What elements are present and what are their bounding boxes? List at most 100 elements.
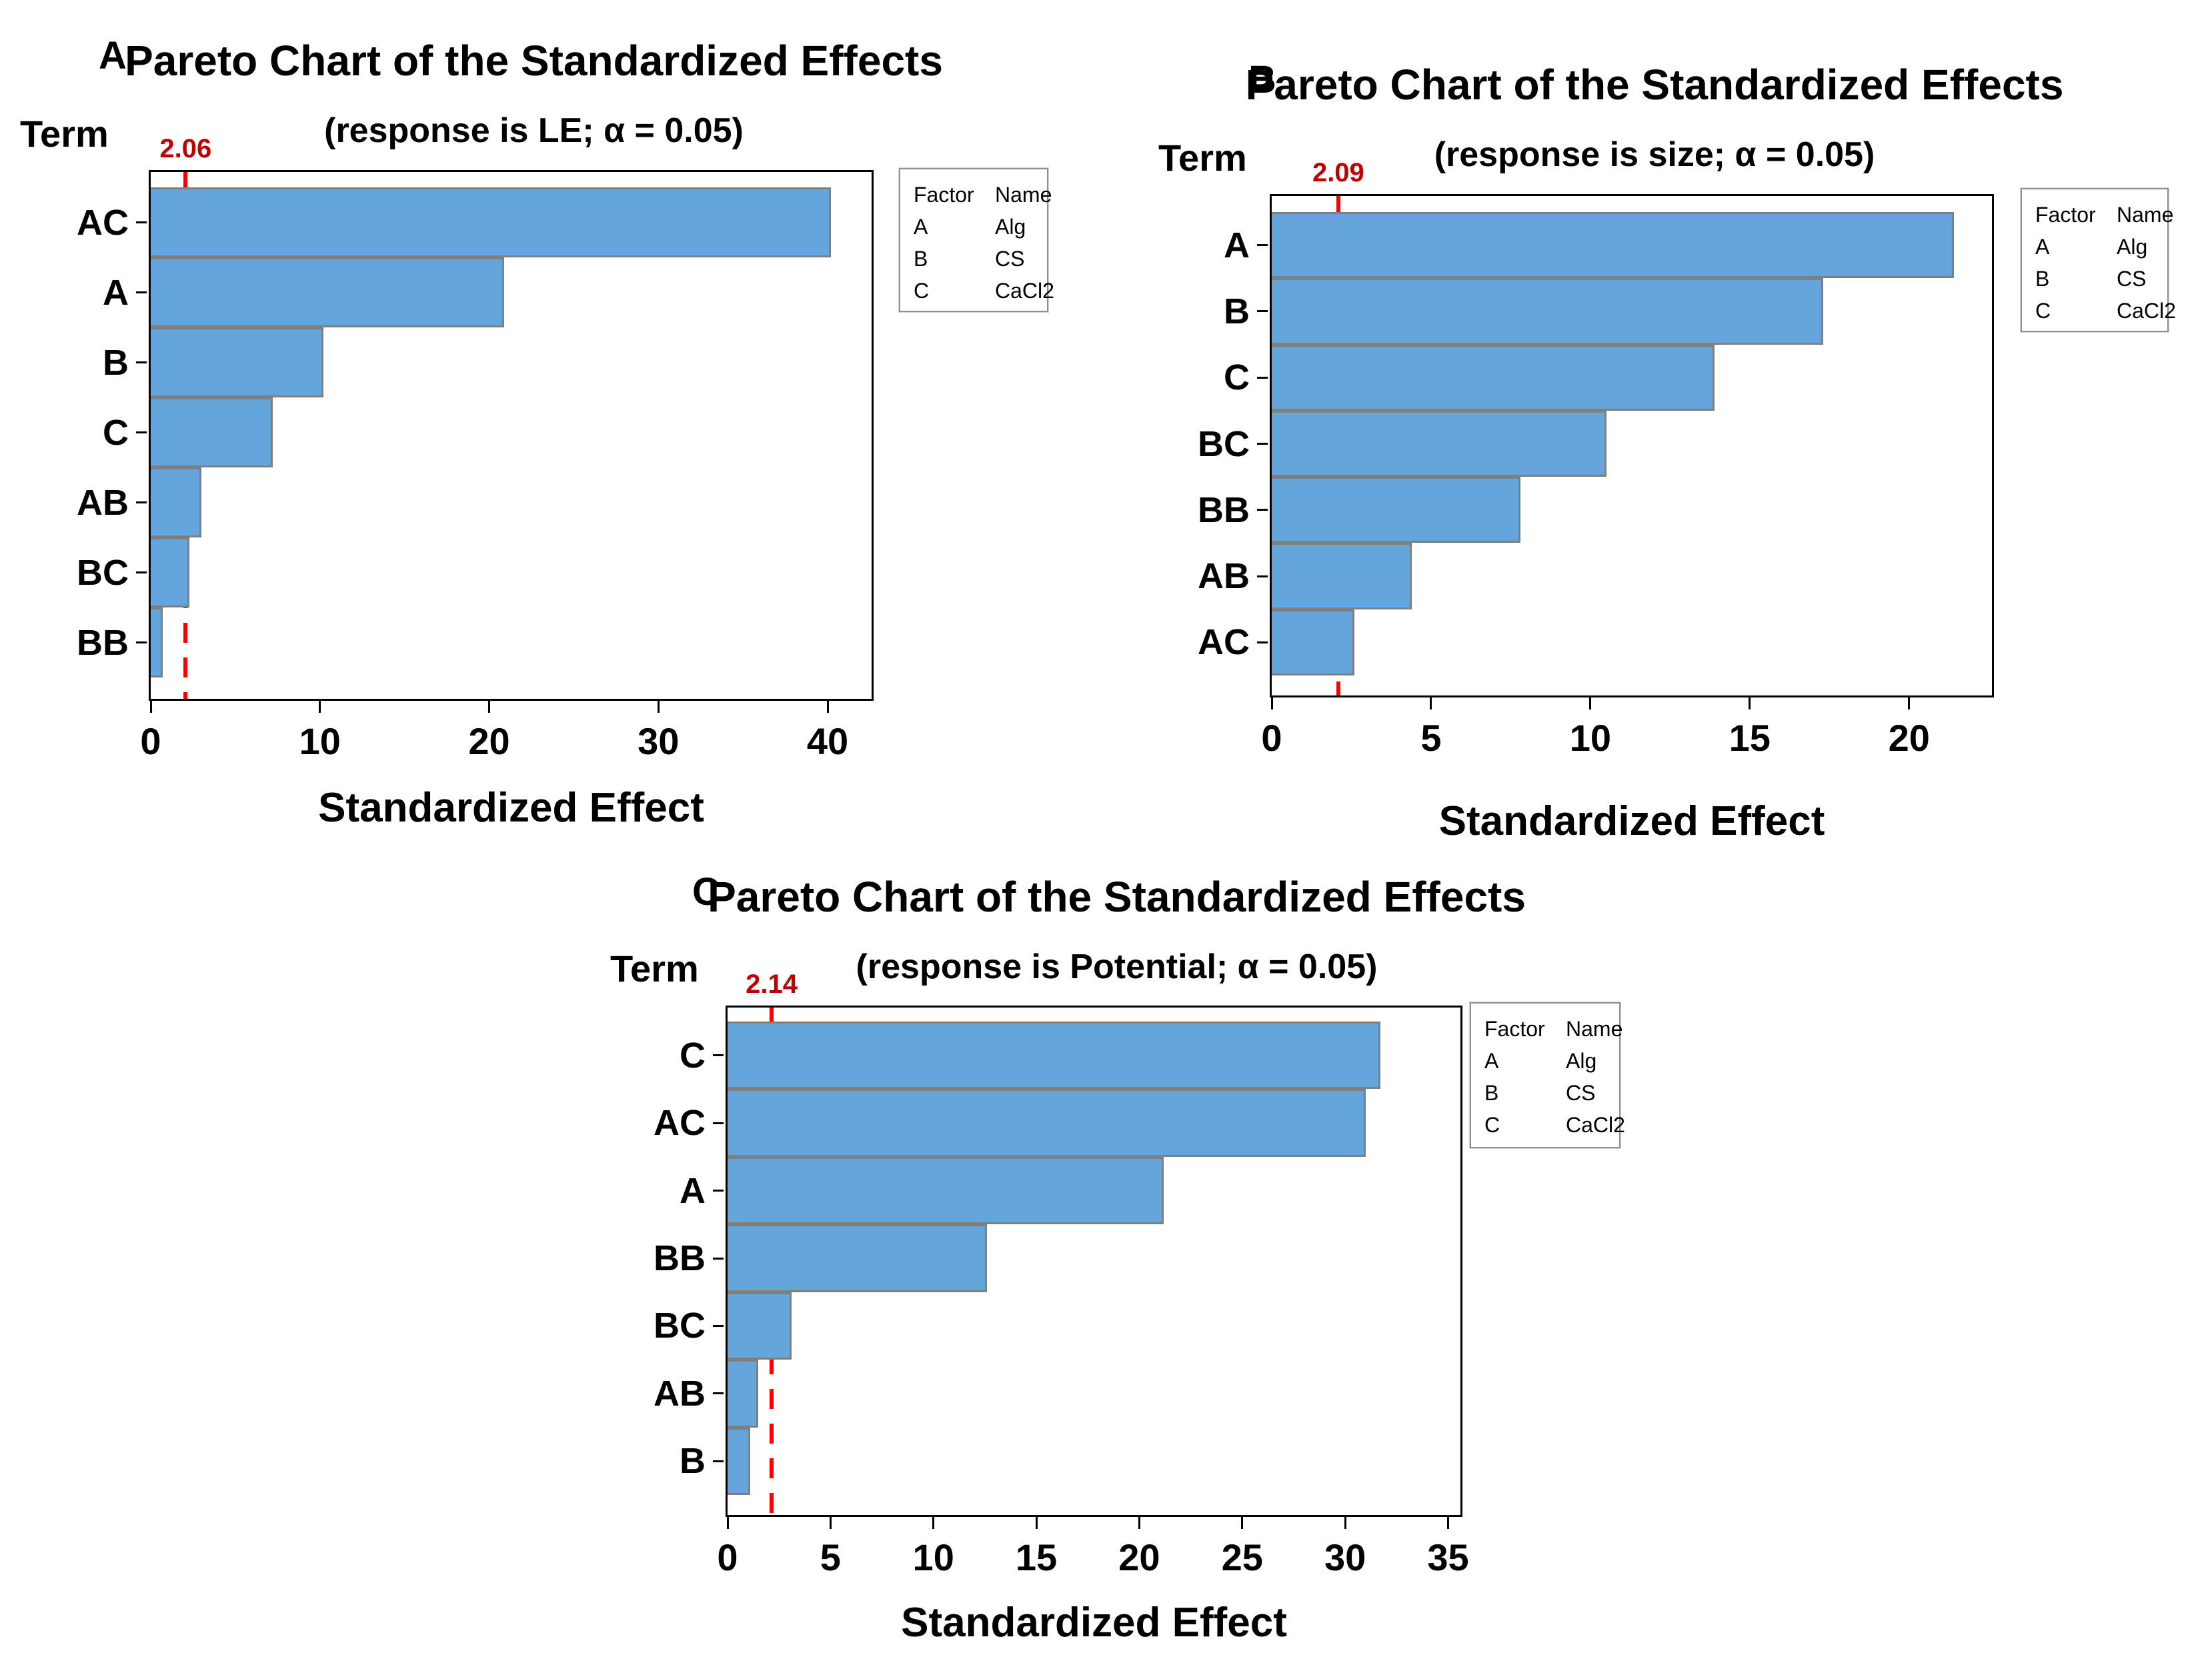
x-tick-20	[1908, 697, 1911, 709]
bar-AB	[728, 1360, 759, 1428]
x-tick-label-0: 0	[717, 1536, 738, 1578]
x-tick-15	[1749, 697, 1751, 709]
bar-BC	[728, 1292, 792, 1360]
bar-BC	[151, 537, 190, 607]
x-tick-30	[657, 701, 660, 713]
x-tick-10	[319, 701, 321, 713]
y-tick-AC	[136, 221, 147, 223]
bar-C	[151, 397, 273, 467]
x-tick-30	[1344, 1517, 1346, 1529]
legend-header-factor: Factor	[914, 183, 974, 207]
x-tick-5	[1430, 697, 1432, 709]
x-tick-label-0: 0	[1261, 717, 1282, 759]
y-tick-C	[1257, 376, 1268, 379]
legend-row-A-name: Alg	[995, 215, 1026, 239]
panel-label: C	[692, 870, 720, 914]
bar-AB	[151, 467, 202, 537]
x-tick-label-0: 0	[140, 720, 161, 762]
legend-header-name: Name	[995, 183, 1052, 207]
x-tick-label-25: 25	[1221, 1536, 1263, 1578]
plot-area	[1270, 194, 1994, 697]
bar-B	[728, 1427, 750, 1495]
y-tick-A	[1257, 244, 1268, 247]
x-tick-15	[1035, 1517, 1038, 1529]
y-tick-AC	[1257, 641, 1268, 643]
bar-B	[1272, 278, 1823, 345]
category-label-AB: AB	[77, 482, 129, 523]
chart-title: Pareto Chart of the Standardized Effects	[708, 873, 1526, 921]
x-tick-35	[1446, 1517, 1449, 1529]
y-tick-A	[713, 1190, 724, 1192]
bar-C	[1272, 344, 1715, 411]
y-tick-AC	[713, 1122, 724, 1124]
category-label-BB: BB	[77, 622, 129, 663]
x-tick-label-15: 15	[1729, 717, 1771, 759]
y-tick-BB	[136, 641, 147, 643]
legend-row-B-name: CS	[1566, 1081, 1596, 1105]
x-tick-0	[1270, 697, 1273, 709]
x-tick-0	[149, 701, 152, 713]
bar-BB	[1272, 477, 1520, 543]
category-label-A: A	[680, 1170, 706, 1211]
x-tick-5	[829, 1517, 832, 1529]
x-tick-20	[488, 701, 490, 713]
y-axis-label: Term	[610, 948, 699, 990]
legend-row-C-name: CaCl2	[2117, 299, 2176, 323]
legend-row-B-name: CS	[2117, 267, 2147, 291]
x-tick-label-5: 5	[1420, 717, 1442, 759]
y-tick-BC	[713, 1324, 724, 1327]
x-tick-label-20: 20	[1888, 717, 1930, 759]
y-tick-AB	[136, 501, 147, 503]
category-label-C: C	[680, 1035, 706, 1076]
category-label-BB: BB	[654, 1238, 706, 1278]
x-tick-label-20: 20	[1118, 1536, 1160, 1578]
y-tick-BB	[1257, 509, 1268, 511]
legend-row-C-factor: C	[1484, 1113, 1500, 1137]
y-tick-B	[136, 361, 147, 363]
legend-row-C-factor: C	[914, 279, 930, 303]
category-label-B: B	[1224, 291, 1250, 331]
category-label-B: B	[103, 342, 129, 383]
category-label-AB: AB	[1198, 556, 1250, 597]
panel-label: B	[1248, 58, 1276, 101]
legend-row-B-name: CS	[995, 247, 1025, 271]
legend-row-C-name: CaCl2	[1566, 1113, 1625, 1137]
category-label-BC: BC	[654, 1306, 706, 1346]
bar-A	[151, 257, 505, 327]
y-tick-AB	[1257, 575, 1268, 577]
reference-value-label: 2.14	[746, 970, 798, 999]
x-tick-25	[1241, 1517, 1244, 1529]
legend-row-C-factor: C	[2035, 299, 2051, 323]
x-tick-label-40: 40	[806, 720, 849, 762]
bar-AC	[151, 187, 832, 257]
legend-header-factor: Factor	[2035, 203, 2096, 227]
legend: Factor Name A Alg B CS C CaCl2	[2021, 188, 2176, 332]
x-tick-label-5: 5	[820, 1536, 841, 1578]
x-tick-label-10: 10	[299, 720, 341, 762]
x-tick-label-30: 30	[1324, 1536, 1366, 1578]
category-label-AC: AC	[1198, 622, 1250, 663]
x-tick-40	[826, 701, 829, 713]
legend-row-B-factor: B	[914, 247, 928, 271]
reference-value-label: 2.09	[1312, 158, 1364, 187]
x-axis-label: Standardized Effect	[901, 1600, 1287, 1646]
y-tick-C	[713, 1054, 724, 1057]
x-axis-label: Standardized Effect	[1438, 798, 1825, 844]
bar-BB	[151, 607, 163, 677]
chart-subtitle: (response is Potential; α = 0.05)	[856, 948, 1378, 986]
category-label-AC: AC	[654, 1103, 706, 1144]
category-label-AC: AC	[77, 202, 129, 243]
bar-BC	[1272, 410, 1606, 477]
x-tick-20	[1138, 1517, 1140, 1529]
x-tick-label-10: 10	[912, 1536, 954, 1578]
legend-row-A-factor: A	[1484, 1049, 1499, 1073]
category-label-A: A	[103, 272, 129, 313]
x-axis-label: Standardized Effect	[318, 785, 704, 831]
legend-header-name: Name	[2117, 203, 2174, 227]
x-tick-label-35: 35	[1427, 1536, 1469, 1578]
bar-B	[151, 327, 323, 397]
